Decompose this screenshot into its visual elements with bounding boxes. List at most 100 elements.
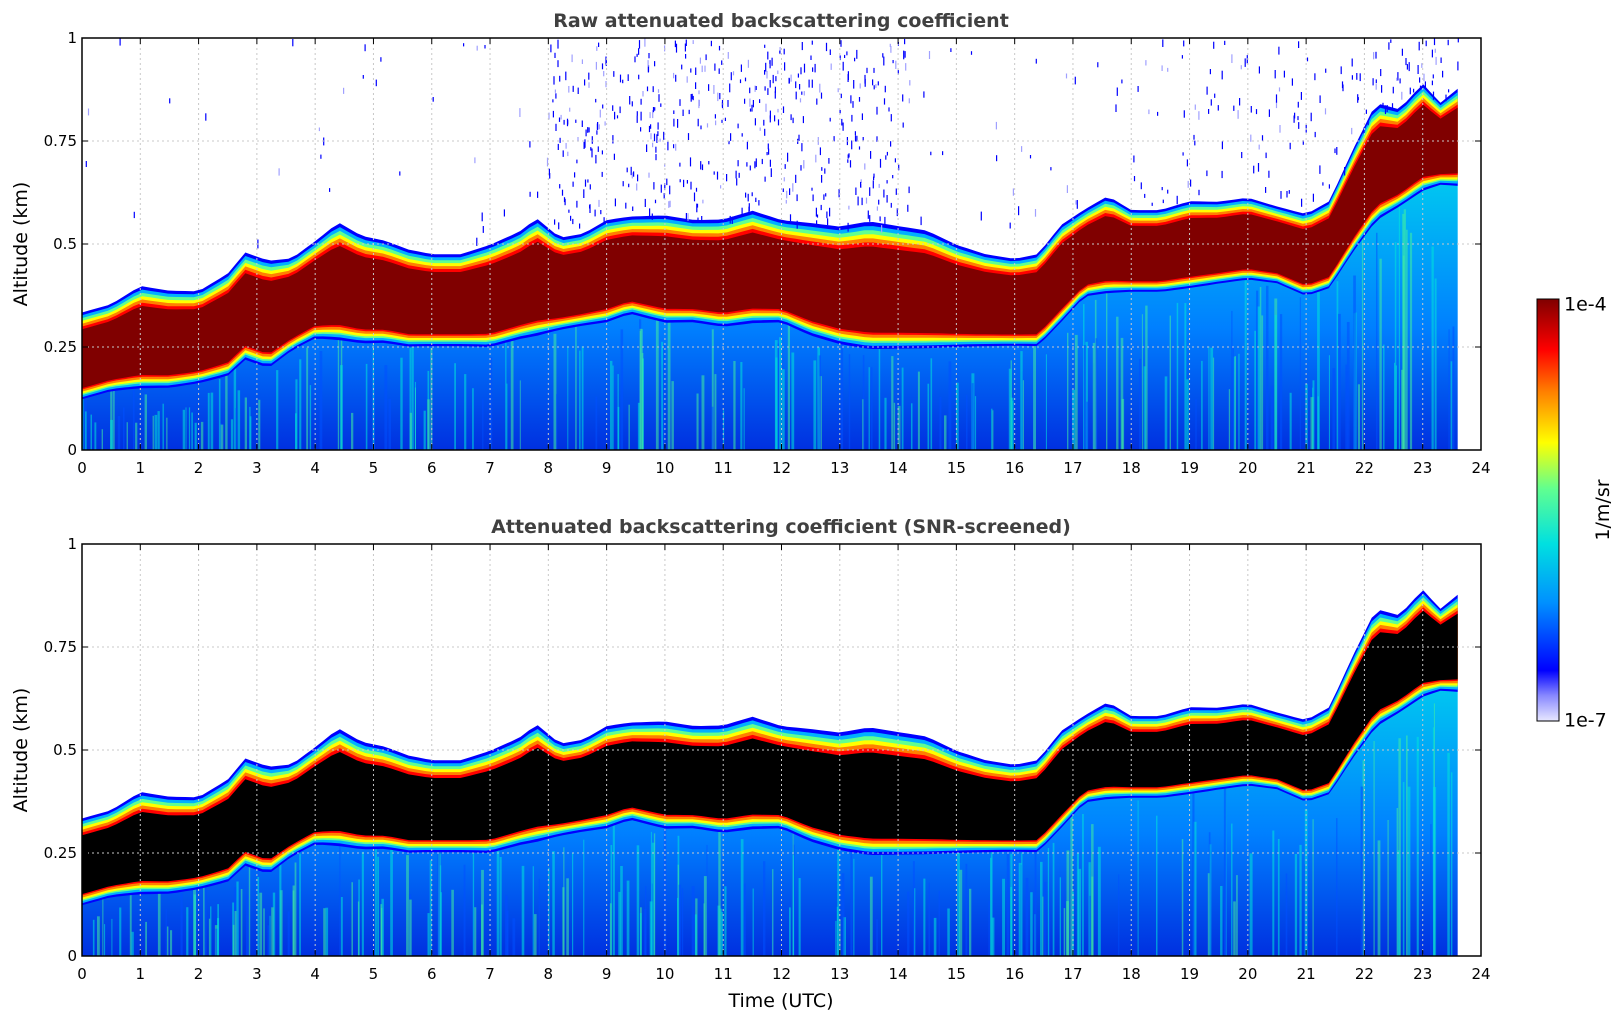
- signal-streak: [696, 393, 699, 450]
- colorbar-max-label: 1e-4: [1564, 294, 1607, 316]
- signal-streak: [1025, 877, 1029, 956]
- noise-pixel: [819, 83, 821, 93]
- noise-pixel: [698, 99, 700, 109]
- noise-pixel: [687, 213, 689, 221]
- x-tick-label: 16: [1005, 459, 1024, 477]
- signal-streak: [1285, 873, 1288, 956]
- noise-pixel: [812, 67, 814, 72]
- signal-streak: [789, 907, 791, 956]
- x-tick-label: 8: [544, 459, 554, 477]
- y-ticks-screened: 0 0.25 0.5 0.75 1: [44, 535, 1481, 965]
- noise-pixel: [886, 151, 888, 156]
- noise-pixel: [719, 93, 721, 100]
- noise-pixel: [600, 210, 602, 215]
- noise-pixel: [552, 99, 554, 103]
- signal-streak: [1346, 322, 1350, 450]
- noise-pixel: [700, 125, 702, 130]
- signal-streak: [1030, 892, 1033, 956]
- x-tick-label: 7: [485, 965, 495, 983]
- signal-streak: [215, 928, 218, 956]
- noise-pixel: [746, 162, 748, 167]
- noise-pixel: [679, 179, 681, 183]
- noise-pixel: [823, 194, 825, 200]
- noise-pixel: [767, 143, 769, 150]
- noise-pixel: [565, 143, 567, 149]
- noise-pixel: [601, 171, 603, 177]
- noise-pixel: [854, 57, 856, 62]
- noise-pixel: [695, 82, 697, 89]
- signal-streak: [1261, 315, 1264, 450]
- noise-pixel: [612, 135, 614, 144]
- noise-pixel: [996, 155, 998, 162]
- noise-pixel: [613, 153, 615, 160]
- noise-pixel: [872, 180, 874, 189]
- signal-streak: [1097, 846, 1101, 956]
- noise-pixel: [537, 191, 539, 198]
- signal-streak: [733, 361, 736, 450]
- signal-streak: [930, 358, 933, 450]
- noise-pixel: [731, 216, 733, 224]
- noise-pixel: [821, 167, 823, 171]
- signal-streak: [1210, 347, 1214, 450]
- signal-streak: [1450, 361, 1453, 450]
- x-tick-label: 8: [544, 965, 554, 983]
- noise-pixel: [775, 76, 777, 82]
- noise-pixel: [1167, 189, 1169, 194]
- noise-pixel: [740, 64, 742, 72]
- noise-pixel: [724, 117, 726, 121]
- noise-pixel: [561, 189, 564, 196]
- noise-pixel: [739, 79, 742, 84]
- signal-streak: [583, 839, 585, 956]
- noise-pixel: [761, 158, 763, 165]
- noise-pixel: [782, 106, 785, 113]
- noise-pixel: [737, 123, 739, 129]
- signal-streak: [361, 851, 364, 956]
- signal-streak: [840, 339, 844, 450]
- noise-pixel: [583, 189, 585, 198]
- signal-streak: [579, 350, 581, 450]
- noise-pixel: [861, 113, 863, 120]
- signal-streak: [792, 855, 794, 956]
- signal-streak: [1086, 401, 1089, 450]
- signal-streak: [325, 907, 329, 956]
- panel-screened: Attenuated backscattering coefficient (S…: [10, 516, 1491, 1012]
- noise-pixel: [596, 46, 598, 51]
- noise-pixel: [682, 109, 684, 116]
- noise-pixel: [1209, 69, 1211, 75]
- signal-streak: [414, 381, 416, 450]
- noise-pixel: [638, 74, 640, 80]
- noise-pixel: [1133, 176, 1136, 182]
- noise-pixel: [563, 197, 566, 203]
- signal-streak: [1376, 232, 1378, 450]
- noise-pixel: [1214, 93, 1216, 98]
- noise-pixel: [380, 57, 382, 62]
- signal-streak: [1076, 853, 1079, 956]
- noise-pixel: [692, 95, 694, 101]
- noise-pixel: [1397, 72, 1399, 81]
- noise-pixel: [1029, 155, 1032, 159]
- signal-streak: [971, 383, 974, 450]
- noise-pixel: [779, 50, 781, 54]
- noise-pixel: [700, 161, 702, 170]
- noise-pixel: [784, 164, 786, 169]
- signal-streak: [534, 914, 537, 956]
- signal-streak: [306, 347, 309, 450]
- x-tick-label: 18: [1122, 459, 1141, 477]
- noise-pixel: [1194, 104, 1196, 110]
- x-tick-label: 4: [310, 459, 320, 477]
- noise-pixel: [754, 118, 756, 126]
- signal-streak: [1406, 735, 1408, 956]
- noise-pixel: [1340, 66, 1342, 75]
- signal-streak: [258, 399, 261, 450]
- noise-pixel: [476, 237, 478, 246]
- signal-streak: [862, 355, 865, 450]
- noise-pixel: [1193, 134, 1195, 140]
- signal-streak: [609, 903, 612, 956]
- signal-streak: [1048, 910, 1051, 956]
- signal-streak: [1207, 873, 1210, 956]
- noise-pixel: [584, 179, 587, 187]
- backscatter-band: [82, 610, 1458, 895]
- noise-pixel: [777, 119, 780, 126]
- noise-pixel: [628, 183, 630, 188]
- signal-streak: [292, 890, 295, 956]
